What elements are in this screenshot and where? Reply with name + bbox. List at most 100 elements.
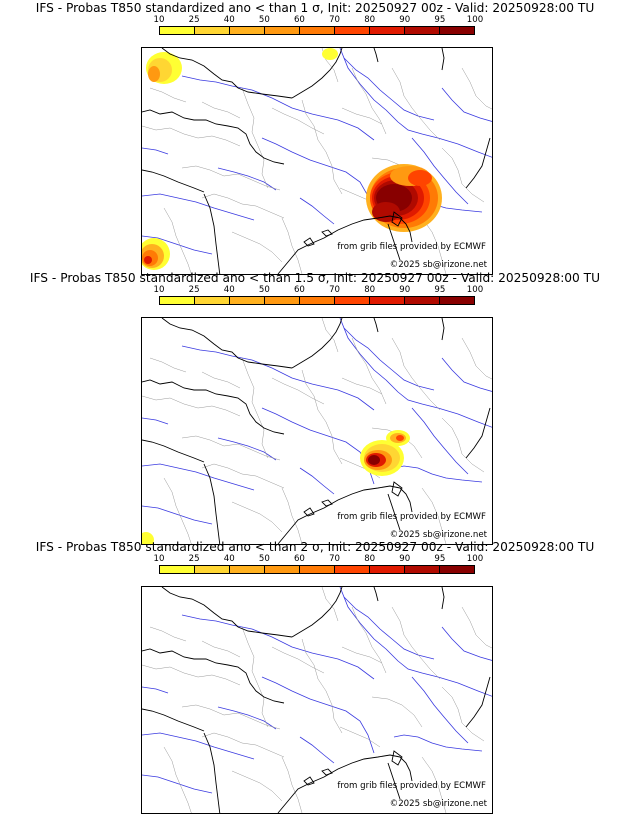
colorbar-segment [265,566,300,573]
colorbar-segment [195,566,230,573]
admin-border-line [149,357,187,373]
coastline [237,626,293,638]
river-line [411,676,469,744]
admin-border-line [181,435,281,461]
colorbar-segment [300,297,335,304]
river-line [393,734,483,752]
coastline [142,109,285,165]
colorbar [159,26,475,35]
coastline [142,648,285,704]
colorbar-tick-label: 50 [258,285,270,295]
coastline [303,776,315,786]
colorbar-segment [265,297,300,304]
colorbar-tick-labels: 10 25 40 50 60 70 80 90 95 100 [154,15,484,25]
river-line [441,357,492,392]
probability-area [408,170,432,186]
coastline [303,507,315,517]
coastline [142,379,285,435]
probability-area [148,66,160,82]
probability-map: from grib files provided by ECMWF ©2025 … [141,586,493,814]
river-line [181,614,375,680]
map-canvas [142,587,492,813]
admin-border-line [461,337,492,380]
admin-border-line [281,756,303,813]
river-line [217,706,277,730]
admin-border-line [371,696,423,728]
colorbar-segment [195,27,230,34]
coastline [142,169,205,193]
probability-area [372,202,400,222]
colorbar-tick-label: 70 [329,554,341,564]
admin-border-line [142,125,241,147]
admin-border-line [271,377,325,405]
coastline [321,768,333,776]
coastline [291,48,343,99]
colorbar-tick-label: 90 [399,15,411,25]
admin-border-line [271,646,325,674]
admin-border-line [339,726,381,748]
probability-area [144,256,152,264]
data-source-credit: from grib files provided by ECMWF [337,512,486,522]
coastline [391,750,403,766]
colorbar [159,565,475,574]
admin-border-line [321,587,339,622]
admin-border-line [181,704,281,730]
colorbar-tick-label: 10 [153,15,165,25]
coastline [373,48,379,63]
colorbar-tick-label: 100 [466,285,484,295]
forecast-panel-1: IFS - Probas T850 standardized ano < tha… [0,0,630,275]
coastline [441,48,445,71]
colorbar-tick-label: 80 [364,554,376,564]
colorbar-segment [265,27,300,34]
river-line [339,318,492,428]
copyright-credit: ©2025 sb@irizone.net [389,799,487,809]
coastline [277,754,401,813]
colorbar-segment [370,566,405,573]
colorbar-segment [440,566,474,573]
colorbar-tick-label: 70 [329,15,341,25]
river-line [339,587,492,697]
coastline [237,87,293,99]
coastline [465,137,491,189]
river-line [181,75,375,141]
admin-border-line [201,371,241,389]
river-line [142,774,213,794]
coastline [441,318,445,341]
colorbar-tick-label: 40 [223,285,235,295]
admin-border-line [351,606,387,674]
colorbar-tick-labels: 10 25 40 50 60 70 80 90 95 100 [154,285,484,295]
colorbar-tick-label: 10 [153,554,165,564]
map-canvas [142,318,492,544]
map-canvas [142,48,492,274]
admin-border-line [421,487,447,544]
colorbar-segment [160,27,195,34]
admin-border-line [201,732,285,758]
coastline [203,463,221,544]
coastline [465,676,491,728]
coastline [277,485,401,544]
river-line [261,676,375,754]
admin-border-line [271,107,325,135]
colorbar-tick-label: 60 [293,554,305,564]
admin-border-line [281,217,303,274]
admin-border-line [149,626,187,642]
coastline [373,318,379,333]
admin-border-line [181,165,281,191]
admin-border-line [241,626,269,728]
coastline [161,48,239,89]
river-line [299,736,335,764]
colorbar-tick-label: 25 [188,554,200,564]
coastline [203,732,221,813]
admin-border-line [201,193,285,219]
coastline [399,217,413,243]
colorbar-tick-label: 95 [434,15,446,25]
colorbar-tick-label: 70 [329,285,341,295]
river-line [217,167,277,191]
colorbar-segment [440,27,474,34]
probability-area [142,532,154,544]
river-line [299,467,335,495]
river-line [217,437,277,461]
river-line [411,137,469,205]
river-line [393,465,483,483]
admin-border-line [341,377,383,395]
